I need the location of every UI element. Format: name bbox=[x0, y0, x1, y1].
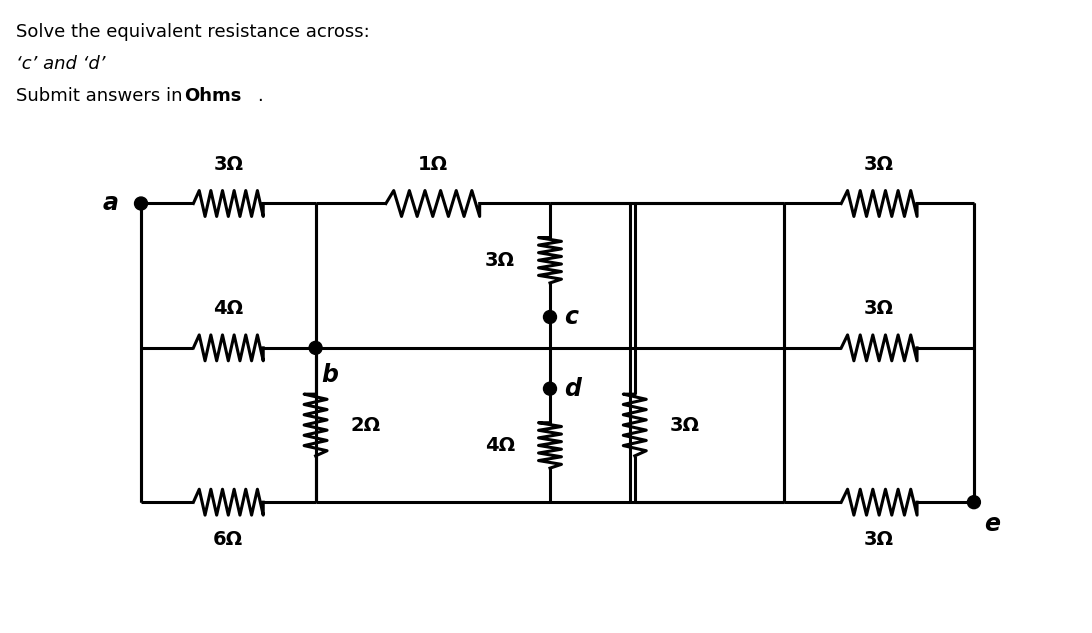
Text: e: e bbox=[984, 512, 1000, 536]
Text: Ohms: Ohms bbox=[183, 87, 241, 105]
Text: 3Ω: 3Ω bbox=[864, 154, 894, 173]
Text: 4Ω: 4Ω bbox=[485, 436, 515, 455]
Circle shape bbox=[544, 311, 557, 323]
Text: 4Ω: 4Ω bbox=[213, 299, 244, 318]
Text: 3Ω: 3Ω bbox=[864, 530, 894, 549]
Text: Solve the equivalent resistance across:: Solve the equivalent resistance across: bbox=[16, 23, 370, 41]
Text: 3Ω: 3Ω bbox=[864, 299, 894, 318]
Circle shape bbox=[968, 496, 981, 509]
Text: ‘c’ and ‘d’: ‘c’ and ‘d’ bbox=[16, 55, 106, 73]
Circle shape bbox=[134, 197, 147, 210]
Text: 3Ω: 3Ω bbox=[485, 251, 515, 270]
Text: a: a bbox=[103, 192, 119, 215]
Circle shape bbox=[309, 341, 322, 354]
Text: b: b bbox=[321, 363, 339, 387]
Text: 2Ω: 2Ω bbox=[351, 415, 381, 434]
Circle shape bbox=[544, 382, 557, 395]
Text: Submit answers in: Submit answers in bbox=[16, 87, 189, 105]
Text: 3Ω: 3Ω bbox=[213, 154, 244, 173]
Text: .: . bbox=[257, 87, 262, 105]
Text: d: d bbox=[563, 377, 581, 401]
Text: 6Ω: 6Ω bbox=[213, 530, 244, 549]
Text: c: c bbox=[563, 305, 578, 329]
Text: 1Ω: 1Ω bbox=[418, 154, 448, 173]
Text: 3Ω: 3Ω bbox=[669, 415, 700, 434]
